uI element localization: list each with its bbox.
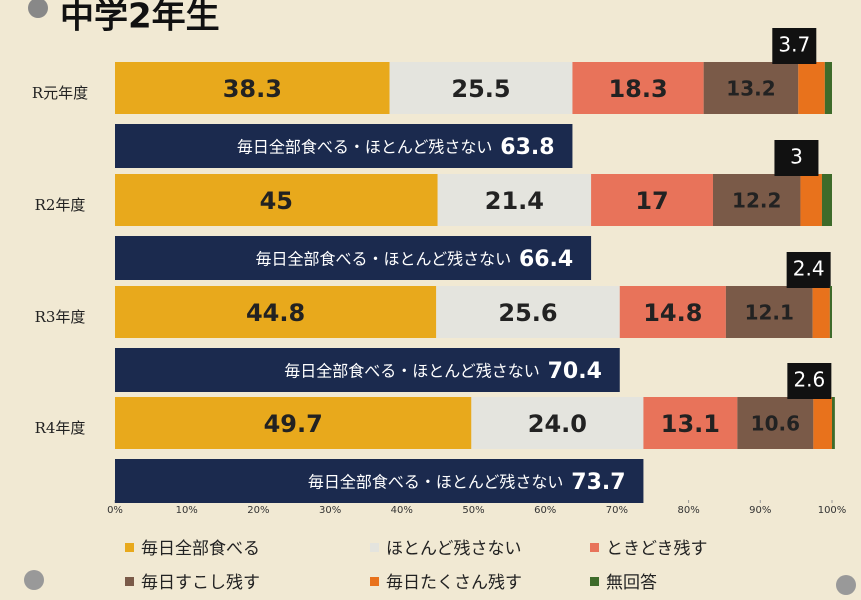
bar-segment: [703, 62, 799, 114]
callout-box: [787, 363, 832, 399]
bar-segment: [821, 174, 832, 226]
value-label: 10.6: [751, 412, 800, 436]
bar-segment: [725, 286, 813, 338]
callout-box: [786, 252, 831, 288]
value-label: 25.5: [451, 75, 510, 103]
bar-segment: [115, 397, 472, 449]
x-tick-label: 0%: [107, 505, 123, 516]
legend-label: 毎日すこし残す: [141, 573, 260, 593]
bar-segment: [436, 286, 620, 338]
value-label: 49.7: [264, 410, 323, 438]
bar-segment: [115, 62, 390, 114]
value-label: 2.4: [793, 257, 825, 281]
value-label: 3.7: [778, 33, 810, 57]
category-label: R元年度: [32, 84, 88, 102]
legend-label: ときどき残す: [606, 539, 708, 559]
x-tick-label: 10%: [176, 505, 198, 516]
value-label: 45: [260, 187, 293, 215]
bar-segment: [798, 62, 825, 114]
value-label: 17: [635, 187, 668, 215]
bar-segment: [800, 174, 822, 226]
x-tick-label: 30%: [319, 505, 341, 516]
callout-box: [774, 140, 819, 176]
legend-swatch: [590, 577, 599, 586]
total-bar: [115, 459, 644, 503]
screw: [28, 0, 48, 18]
value-label: 24.0: [528, 410, 587, 438]
bar-segment: [832, 397, 835, 449]
bar-segment: [812, 286, 830, 338]
value-label: 44.8: [246, 299, 305, 327]
total-value: 70.4: [548, 359, 602, 384]
value-label: 25.6: [498, 299, 557, 327]
bar-segment: [712, 174, 801, 226]
value-label: 3: [790, 145, 803, 169]
value-label: 13.2: [726, 77, 775, 101]
x-tick-label: 20%: [247, 505, 269, 516]
x-tick-label: 70%: [606, 505, 628, 516]
bar-segment: [737, 397, 814, 449]
bar-segment: [591, 174, 713, 226]
chart-title: 中学2年生: [60, 0, 220, 37]
total-bar: [115, 124, 573, 168]
total-label: 毎日全部食べる・ほとんど残さない: [284, 362, 540, 381]
value-label: 14.8: [643, 299, 702, 327]
bar-segment: [115, 286, 437, 338]
x-tick-label: 60%: [534, 505, 556, 516]
total-value: 73.7: [571, 470, 625, 495]
legend-swatch: [590, 543, 599, 552]
total-label: 毎日全部食べる・ほとんど残さない: [237, 138, 493, 157]
category-label: R2年度: [35, 196, 86, 214]
legend-swatch: [370, 577, 379, 586]
total-value: 66.4: [519, 247, 573, 272]
x-tick-label: 90%: [749, 505, 771, 516]
value-label: 21.4: [485, 187, 544, 215]
screw: [24, 570, 44, 590]
value-label: 13.1: [661, 410, 720, 438]
bar-segment: [619, 286, 726, 338]
category-label: R3年度: [35, 308, 86, 326]
value-label: 12.2: [732, 189, 781, 213]
screw: [836, 575, 856, 595]
bar-segment: [824, 62, 832, 114]
value-label: 12.1: [745, 301, 794, 325]
bar-segment: [572, 62, 704, 114]
legend-label: 無回答: [606, 573, 657, 593]
legend-label: ほとんど残さない: [386, 539, 522, 559]
legend-label: 毎日たくさん残す: [386, 573, 522, 593]
value-label: 18.3: [608, 75, 667, 103]
legend-label: 毎日全部食べる: [141, 539, 260, 559]
total-label: 毎日全部食べる・ほとんど残さない: [256, 250, 512, 269]
bar-segment: [115, 174, 438, 226]
value-label: 2.6: [793, 368, 825, 392]
legend-swatch: [370, 543, 379, 552]
x-tick-label: 40%: [391, 505, 413, 516]
total-value: 63.8: [500, 135, 554, 160]
callout-box: [772, 28, 817, 64]
bar-segment: [471, 397, 644, 449]
bar-segment: [643, 397, 738, 449]
bar-segment: [813, 397, 832, 449]
value-label: 38.3: [223, 75, 282, 103]
bar-segment: [389, 62, 573, 114]
total-bar: [115, 348, 620, 392]
total-bar: [115, 236, 592, 280]
category-label: R4年度: [35, 419, 86, 437]
bar-segment: [829, 286, 832, 338]
legend-swatch: [125, 543, 134, 552]
total-label: 毎日全部食べる・ほとんど残さない: [308, 473, 564, 492]
bar-segment: [437, 174, 592, 226]
x-tick-label: 80%: [677, 505, 699, 516]
x-tick-label: 50%: [462, 505, 484, 516]
legend-swatch: [125, 577, 134, 586]
x-tick-label: 100%: [818, 505, 847, 516]
